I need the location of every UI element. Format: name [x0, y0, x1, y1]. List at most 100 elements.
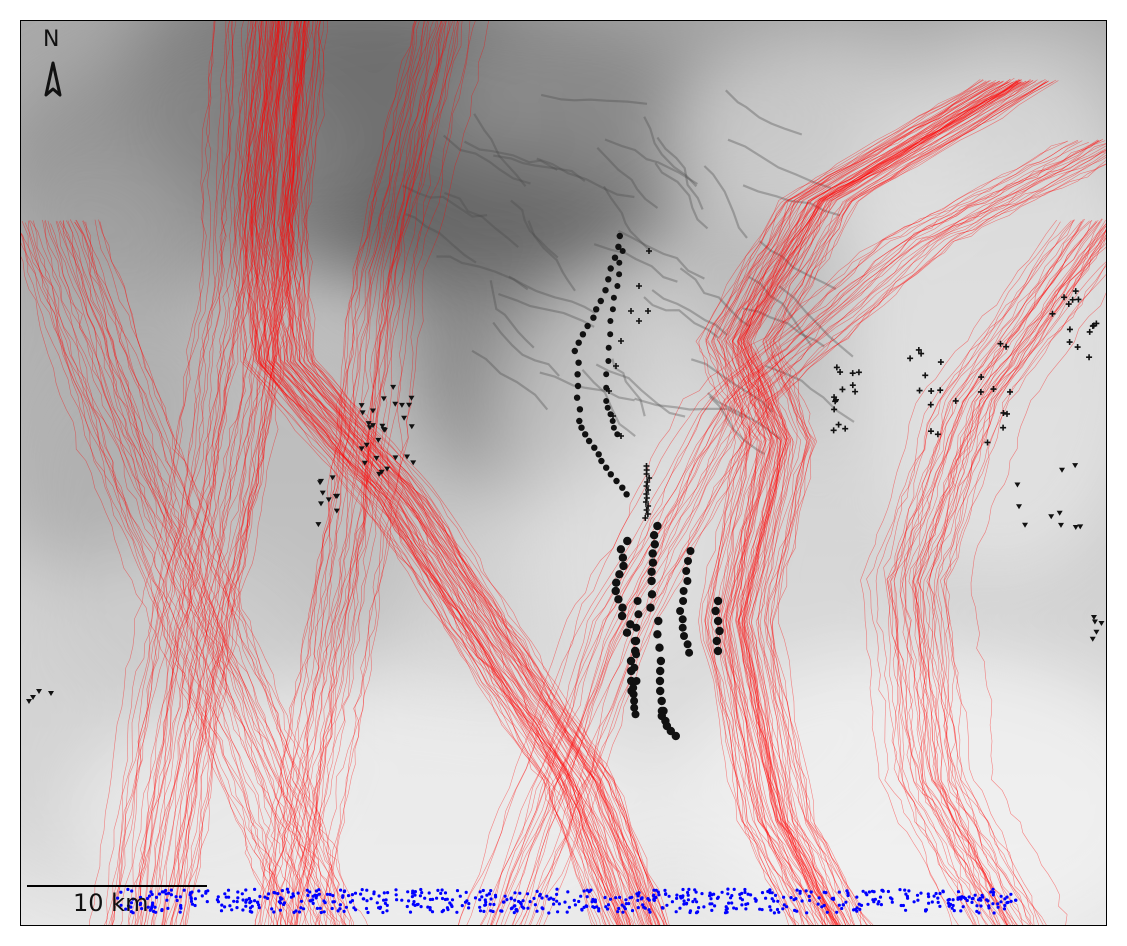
- path-line: [728, 77, 1015, 925]
- endpoint-dot: [502, 900, 506, 904]
- site-marker-dot: [679, 597, 688, 605]
- site-marker-cross: [922, 372, 929, 379]
- site-marker-tri: [26, 699, 32, 704]
- endpoint-dot: [695, 900, 699, 904]
- path-line: [704, 81, 993, 925]
- endpoint-dot: [732, 887, 736, 892]
- endpoint-dot: [854, 907, 858, 912]
- endpoint-dot: [236, 896, 240, 900]
- endpoint-dot: [230, 908, 234, 912]
- endpoint-dot: [648, 910, 652, 914]
- endpoint-dot: [837, 903, 841, 907]
- valley-line: [595, 363, 686, 418]
- path-line: [760, 80, 1043, 925]
- site-marker-dot: [576, 417, 583, 425]
- path-line: [275, 21, 643, 925]
- site-marker-cross: [918, 350, 925, 357]
- path-line: [742, 79, 1020, 925]
- path-line: [75, 219, 337, 925]
- site-marker-cross: [977, 388, 984, 395]
- path-line: [738, 82, 1019, 925]
- endpoint-dot: [617, 906, 621, 911]
- endpoint-dot: [840, 906, 844, 911]
- endpoint-dot: [344, 905, 348, 909]
- site-marker-dot: [590, 314, 597, 321]
- endpoint-dot: [775, 907, 780, 912]
- endpoint-dot: [244, 898, 249, 902]
- valley-line: [643, 296, 719, 339]
- path-line: [66, 220, 335, 925]
- site-marker-cross: [835, 421, 842, 428]
- path-line: [866, 221, 1061, 925]
- site-marker-tri: [1089, 636, 1096, 642]
- endpoint-dot: [621, 910, 625, 914]
- site-marker-dot: [629, 683, 638, 692]
- site-marker-dot: [598, 457, 605, 465]
- path-line: [162, 21, 287, 925]
- valley-line: [643, 116, 698, 188]
- path-line: [710, 79, 991, 925]
- endpoint-dot: [970, 900, 974, 905]
- path-line: [747, 82, 1025, 925]
- path-line: [304, 21, 668, 925]
- path-line: [299, 21, 458, 925]
- endpoint-dot: [589, 888, 593, 892]
- endpoint-dot: [622, 905, 626, 909]
- endpoint-dot: [505, 898, 509, 902]
- path-line: [161, 21, 284, 925]
- endpoint-dot: [278, 908, 282, 912]
- path-line: [481, 140, 1083, 925]
- endpoint-dot: [311, 901, 315, 906]
- site-marker-dot: [653, 630, 662, 639]
- site-marker-dot: [647, 590, 657, 599]
- site-marker-tri: [1093, 629, 1100, 635]
- endpoint-dot: [440, 888, 444, 892]
- path-line: [511, 151, 1106, 925]
- path-line: [739, 81, 1019, 925]
- path-line: [928, 225, 1106, 925]
- endpoint-dot: [272, 910, 276, 914]
- site-marker-dot: [648, 558, 658, 567]
- endpoint-dot: [636, 898, 640, 903]
- site-marker-dot: [615, 570, 624, 579]
- endpoint-dot: [606, 903, 611, 907]
- path-line: [904, 221, 1101, 925]
- endpoint-dot: [991, 902, 995, 906]
- endpoint-dot: [641, 903, 645, 907]
- endpoint-dot: [727, 901, 731, 905]
- path-line: [301, 21, 667, 925]
- path-line: [914, 234, 1106, 925]
- path-line: [278, 21, 646, 925]
- endpoint-dot: [169, 888, 173, 892]
- site-markers: [26, 232, 1105, 741]
- path-line: [490, 139, 1099, 925]
- endpoint-dot: [407, 899, 411, 903]
- site-marker-dot: [609, 306, 616, 313]
- endpoint-dot: [991, 893, 995, 897]
- site-marker-dot: [597, 297, 604, 305]
- path-line: [179, 21, 300, 925]
- path-line: [269, 21, 629, 925]
- site-marker-cross: [644, 511, 651, 517]
- endpoint-dot: [236, 890, 240, 894]
- endpoint-dot: [967, 895, 971, 899]
- endpoint-dot: [979, 898, 983, 902]
- site-marker-dot: [616, 259, 623, 266]
- endpoint-dot: [567, 905, 572, 909]
- endpoint-dot: [322, 910, 326, 914]
- endpoint-dot: [467, 906, 471, 910]
- path-line: [251, 21, 618, 925]
- path-line: [83, 220, 353, 925]
- endpoint-dot: [915, 893, 920, 897]
- site-marker-tri: [408, 424, 415, 430]
- endpoint-dot: [473, 896, 478, 900]
- endpoint-dot: [1005, 895, 1009, 899]
- endpoint-dot: [758, 907, 762, 911]
- path-line: [479, 142, 1089, 925]
- endpoint-dot: [241, 908, 245, 912]
- endpoint-dot: [299, 899, 304, 903]
- endpoint-dot: [189, 899, 194, 904]
- path-line: [886, 219, 1084, 925]
- endpoint-dot: [1003, 903, 1007, 908]
- valley-line: [540, 93, 648, 105]
